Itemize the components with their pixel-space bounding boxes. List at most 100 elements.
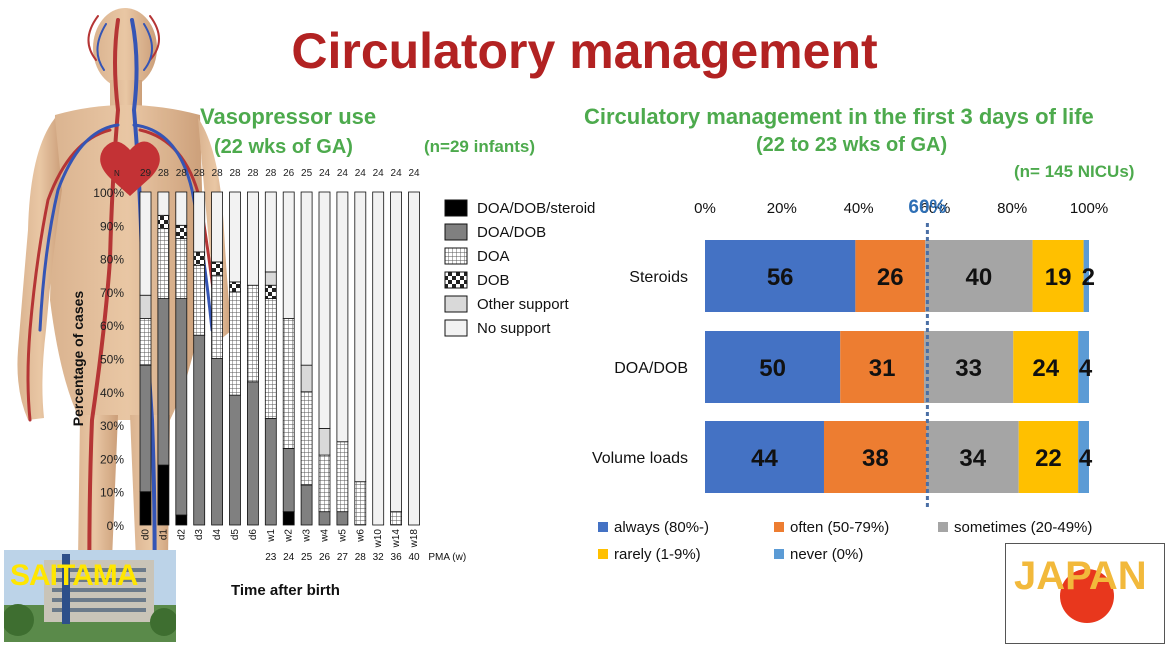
bar-segment <box>157 191 170 216</box>
legend-swatch <box>444 271 468 289</box>
data-label: 38 <box>862 445 889 472</box>
bar-segment <box>705 331 841 403</box>
bar-segment <box>246 284 259 383</box>
data-label: 50 <box>759 355 786 382</box>
pma-label: 26 <box>319 552 331 563</box>
bar-segment <box>282 191 295 319</box>
data-label: 24 <box>1032 355 1059 382</box>
pma-label: 28 <box>355 552 367 563</box>
n-label: 28 <box>247 168 259 179</box>
bar-segment <box>246 381 259 526</box>
bar-segment <box>211 191 224 263</box>
x-tick-label: 20% <box>767 200 797 217</box>
bar-segment <box>157 464 170 526</box>
bar-segment <box>175 298 188 516</box>
data-label: 33 <box>955 355 982 382</box>
bar-segment <box>211 274 224 359</box>
n-label: 24 <box>373 168 385 179</box>
pma-label: 24 <box>283 552 295 563</box>
bar-segment <box>318 191 331 429</box>
bar-segment <box>246 191 259 286</box>
n-label: 28 <box>212 168 224 179</box>
legend-label: DOA/DOB <box>477 224 546 241</box>
bar-segment <box>211 358 224 526</box>
bar-segment <box>229 191 241 283</box>
bar-segment <box>229 281 241 293</box>
x-tick-label: 0% <box>694 200 716 217</box>
legend-swatch <box>444 199 468 217</box>
left-chart-title: Vasopressor use <box>200 104 377 129</box>
y-tick-label: 100% <box>93 186 124 200</box>
bar-segment <box>408 191 420 526</box>
data-label: 19 <box>1045 264 1072 291</box>
bar-segment <box>840 331 925 403</box>
category-label: w5 <box>337 529 348 543</box>
bar-segment <box>282 318 295 449</box>
legend-swatch <box>774 522 784 532</box>
data-label: 2 <box>1082 264 1095 291</box>
bar-segment <box>300 484 313 526</box>
data-label: 44 <box>751 445 778 472</box>
n-label: 24 <box>408 168 420 179</box>
right-chart-subtitle: (22 to 23 wks of GA) <box>756 134 948 156</box>
y-tick-label: 90% <box>100 219 124 233</box>
legend-label: DOB <box>477 272 510 289</box>
bar-segment <box>139 191 152 296</box>
vasopressor-chart: 0% 10% 20% 30% 40% 50% 60% 70% 80% 90% 100% Percent… <box>70 168 595 599</box>
left-chart-n-note: (n=29 infants) <box>424 137 535 156</box>
saitama-label: SAITAMA <box>10 559 138 592</box>
bar-segment <box>157 214 170 230</box>
hospital-photo <box>2 550 178 642</box>
category-label: Steroids <box>629 269 688 286</box>
bar-segment <box>336 441 349 513</box>
japan-flag-icon <box>1060 569 1114 623</box>
bar-segment <box>300 364 313 393</box>
bar-segment <box>193 334 206 526</box>
bar-segment <box>264 284 277 299</box>
bar-segment <box>193 191 206 253</box>
bar-segment <box>372 191 385 526</box>
pma-label: 27 <box>337 552 349 563</box>
category-label: w6 <box>355 529 366 543</box>
pma-label: 25 <box>301 552 313 563</box>
bar-segment <box>282 448 295 513</box>
bar-segment <box>229 291 241 396</box>
bar-segment <box>336 191 349 443</box>
n-label: 25 <box>301 168 313 179</box>
bar-segment <box>139 491 152 526</box>
y-tick-label: 70% <box>100 286 124 300</box>
y-tick-label: 60% <box>100 319 124 333</box>
x-tick-label: 100% <box>1070 200 1108 217</box>
data-label: 22 <box>1035 445 1062 472</box>
category-label: d1 <box>158 529 169 541</box>
category-label: d6 <box>248 529 259 541</box>
n-header: N <box>114 169 120 178</box>
n-label: 24 <box>319 168 331 179</box>
category-label: w3 <box>302 529 313 543</box>
bar-segment <box>139 364 152 493</box>
bar-segment <box>926 421 1019 493</box>
bar-segment <box>264 298 277 419</box>
n-label: 28 <box>176 168 188 179</box>
right-chart-n-note: (n= 145 NICUs) <box>1014 162 1135 181</box>
category-label: d0 <box>141 529 152 541</box>
pma-label: 32 <box>373 552 385 563</box>
x-tick-label: 60% <box>920 200 950 217</box>
bar-segment <box>823 421 927 493</box>
legend-label: Other support <box>477 296 570 313</box>
pma-label: 23 <box>265 552 277 563</box>
bar-segment <box>175 191 188 226</box>
y-tick-label: 10% <box>100 486 124 500</box>
bar-segment <box>175 238 188 299</box>
category-label: w14 <box>391 529 402 549</box>
bar-segment <box>390 511 403 526</box>
category-label: DOA/DOB <box>614 360 688 377</box>
y-axis-label: Percentage of cases <box>70 291 86 427</box>
data-label: 40 <box>966 264 993 291</box>
legend-label: DOA <box>477 248 510 265</box>
circulatory-management-chart: 0% 20% 40% 60% 80% 100% Steroids 56 26 40 19 2 DOA/D… <box>592 197 1108 563</box>
data-label: 31 <box>869 355 896 382</box>
pma-label: 36 <box>391 552 403 563</box>
bar-segment <box>390 191 403 513</box>
category-label: w2 <box>284 529 295 543</box>
